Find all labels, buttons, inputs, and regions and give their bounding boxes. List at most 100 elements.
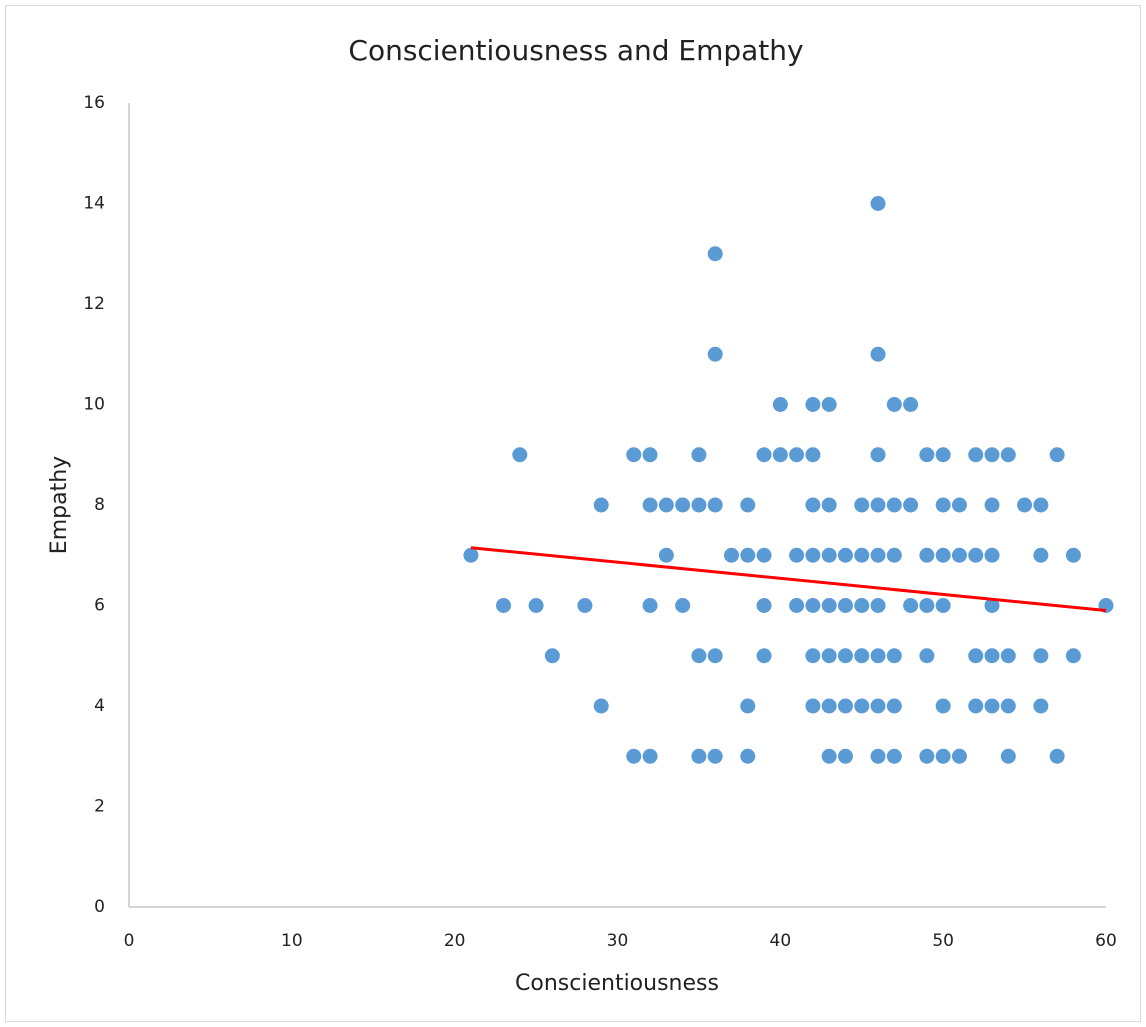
point bbox=[919, 748, 935, 764]
point bbox=[870, 648, 886, 664]
point bbox=[805, 547, 821, 563]
point bbox=[984, 497, 1000, 513]
point bbox=[642, 748, 658, 764]
point bbox=[854, 698, 870, 714]
y-tick-label: 0 bbox=[94, 897, 105, 917]
point bbox=[577, 598, 593, 613]
point bbox=[691, 447, 707, 463]
point bbox=[886, 497, 902, 513]
point bbox=[886, 397, 902, 412]
x-tick-label: 50 bbox=[932, 931, 954, 951]
x-tick-label: 0 bbox=[124, 931, 135, 951]
point bbox=[1000, 648, 1016, 664]
point bbox=[821, 598, 837, 613]
point bbox=[756, 547, 772, 563]
point bbox=[821, 748, 837, 764]
point bbox=[903, 598, 919, 613]
point bbox=[691, 648, 707, 664]
x-tick-label: 60 bbox=[1095, 931, 1117, 951]
point bbox=[1000, 748, 1016, 764]
point bbox=[984, 547, 1000, 563]
point bbox=[496, 598, 512, 613]
point bbox=[642, 598, 658, 613]
point bbox=[854, 547, 870, 563]
point bbox=[984, 598, 1000, 613]
point bbox=[870, 698, 886, 714]
point bbox=[756, 648, 772, 664]
point bbox=[984, 698, 1000, 714]
y-axis-label: Empathy bbox=[47, 456, 72, 554]
point bbox=[593, 497, 609, 513]
point bbox=[870, 196, 886, 211]
point bbox=[723, 547, 739, 563]
y-tick-label: 2 bbox=[94, 797, 105, 817]
y-tick-label: 12 bbox=[83, 294, 105, 314]
point bbox=[544, 648, 560, 664]
point bbox=[951, 497, 967, 513]
point bbox=[772, 397, 788, 412]
point bbox=[463, 547, 479, 563]
point bbox=[919, 598, 935, 613]
x-tick-label: 30 bbox=[607, 931, 629, 951]
point bbox=[1033, 497, 1049, 513]
point bbox=[691, 497, 707, 513]
point bbox=[675, 598, 691, 613]
point bbox=[903, 397, 919, 412]
point bbox=[805, 447, 821, 463]
point bbox=[528, 598, 544, 613]
y-tick-label: 10 bbox=[83, 395, 105, 415]
point bbox=[1017, 497, 1033, 513]
x-tick-label: 20 bbox=[444, 931, 466, 951]
point bbox=[919, 547, 935, 563]
y-tick-label: 4 bbox=[94, 696, 105, 716]
point bbox=[935, 547, 951, 563]
point bbox=[870, 346, 886, 362]
point bbox=[707, 346, 723, 362]
point bbox=[642, 497, 658, 513]
point bbox=[821, 698, 837, 714]
point bbox=[854, 648, 870, 664]
point bbox=[968, 547, 984, 563]
point bbox=[707, 748, 723, 764]
point bbox=[626, 748, 642, 764]
point bbox=[1065, 547, 1081, 563]
point bbox=[968, 648, 984, 664]
point bbox=[1000, 447, 1016, 463]
x-axis-label: Conscientiousness bbox=[515, 971, 719, 996]
point bbox=[658, 497, 674, 513]
x-tick-label: 40 bbox=[770, 931, 792, 951]
point bbox=[1033, 547, 1049, 563]
point bbox=[707, 246, 723, 262]
point bbox=[756, 447, 772, 463]
point bbox=[821, 497, 837, 513]
point bbox=[1033, 698, 1049, 714]
y-tick-label: 14 bbox=[83, 194, 105, 214]
point bbox=[805, 648, 821, 664]
point bbox=[642, 447, 658, 463]
point bbox=[870, 497, 886, 513]
point bbox=[886, 698, 902, 714]
point bbox=[821, 547, 837, 563]
point bbox=[837, 748, 853, 764]
point bbox=[935, 598, 951, 613]
y-tick-label: 8 bbox=[94, 495, 105, 515]
point bbox=[935, 447, 951, 463]
y-tick-label: 6 bbox=[94, 596, 105, 616]
trendline bbox=[470, 546, 1107, 613]
point bbox=[935, 748, 951, 764]
point bbox=[968, 447, 984, 463]
point bbox=[821, 397, 837, 412]
point bbox=[707, 648, 723, 664]
x-tick-label: 10 bbox=[281, 931, 303, 951]
chart-title: Conscientiousness and Empathy bbox=[348, 34, 803, 67]
point bbox=[1049, 748, 1065, 764]
point bbox=[1000, 698, 1016, 714]
point bbox=[805, 698, 821, 714]
point bbox=[935, 698, 951, 714]
point bbox=[707, 497, 723, 513]
point bbox=[837, 598, 853, 613]
point bbox=[854, 598, 870, 613]
point bbox=[789, 598, 805, 613]
point bbox=[805, 497, 821, 513]
